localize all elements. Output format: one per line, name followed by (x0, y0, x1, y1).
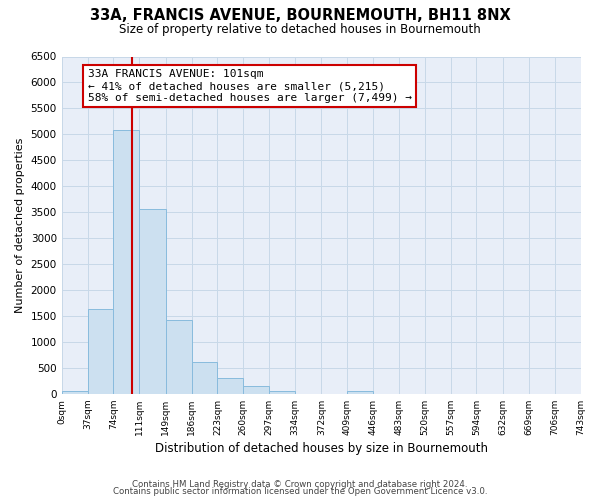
Bar (113, 130, 139, 394)
Bar (191, 362, 217, 394)
Text: 33A, FRANCIS AVENUE, BOURNEMOUTH, BH11 8NX: 33A, FRANCIS AVENUE, BOURNEMOUTH, BH11 8… (89, 8, 511, 22)
Text: Contains public sector information licensed under the Open Government Licence v3: Contains public sector information licen… (113, 488, 487, 496)
Text: Size of property relative to detached houses in Bournemouth: Size of property relative to detached ho… (119, 22, 481, 36)
Bar (166, 320, 191, 394)
Text: 33A FRANCIS AVENUE: 101sqm
← 41% of detached houses are smaller (5,215)
58% of s: 33A FRANCIS AVENUE: 101sqm ← 41% of deta… (88, 70, 412, 102)
Bar (347, 391, 373, 394)
X-axis label: Distribution of detached houses by size in Bournemouth: Distribution of detached houses by size … (155, 442, 488, 455)
Text: Contains HM Land Registry data © Crown copyright and database right 2024.: Contains HM Land Registry data © Crown c… (132, 480, 468, 489)
Bar (139, 208, 166, 394)
Bar (217, 378, 243, 394)
Bar (62, 391, 88, 394)
Y-axis label: Number of detached properties: Number of detached properties (15, 138, 25, 313)
Bar (88, 308, 113, 394)
Bar (269, 390, 295, 394)
Bar (243, 386, 269, 394)
